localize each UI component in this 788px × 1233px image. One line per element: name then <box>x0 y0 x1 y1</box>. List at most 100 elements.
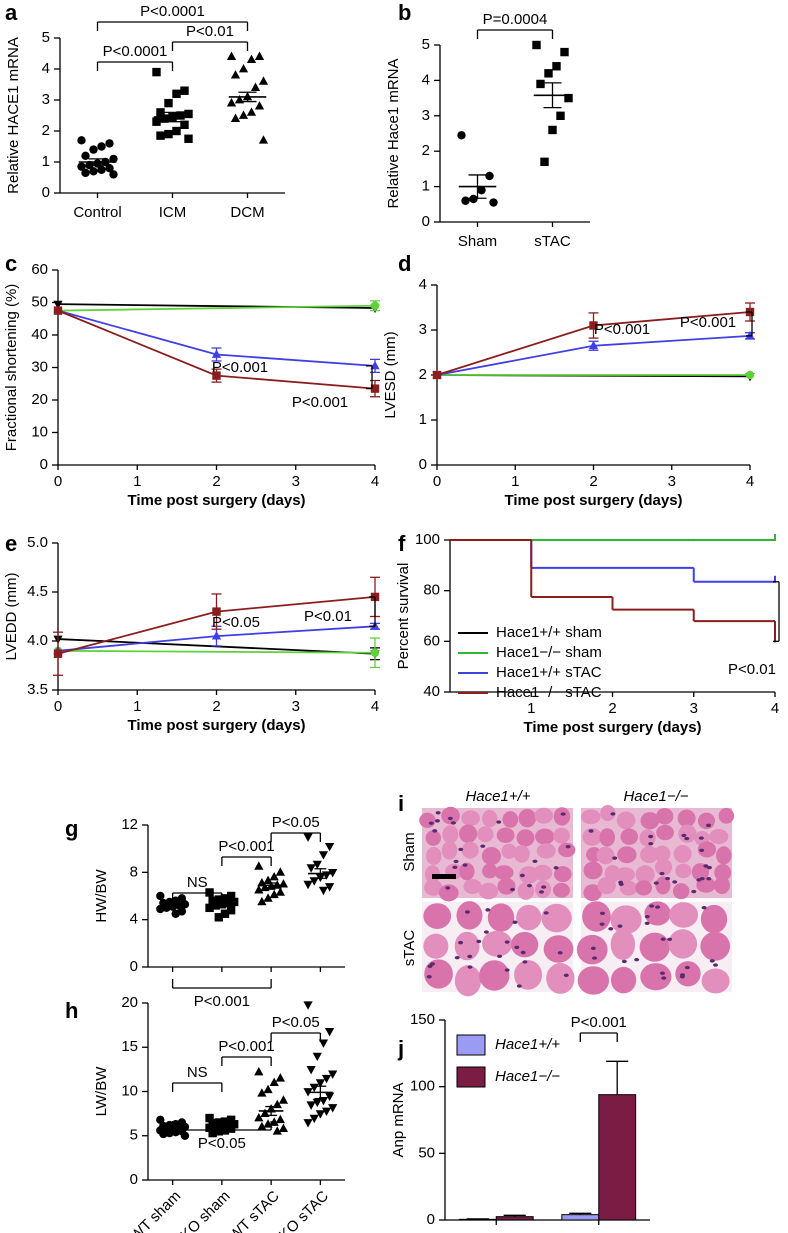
tissue-cell <box>454 965 482 997</box>
tissue-cell <box>553 827 570 844</box>
tissue-cell <box>718 807 735 824</box>
x-tick-label: 4 <box>371 698 379 715</box>
column-label: Hace1+/+ <box>465 788 530 805</box>
tissue-cell <box>553 866 572 883</box>
tissue-cell <box>558 842 576 858</box>
tissue-cell <box>535 828 555 845</box>
y-tick-label: 5.0 <box>27 534 48 551</box>
panel-letter: b <box>398 0 411 25</box>
nucleus <box>713 963 719 967</box>
nucleus <box>618 882 624 886</box>
nucleus <box>684 836 690 841</box>
marker <box>152 67 161 77</box>
marker <box>214 1127 223 1136</box>
marker <box>77 136 86 145</box>
y-axis-label: Relative Hace1 mRNA <box>385 58 402 208</box>
tissue-cell <box>697 812 715 830</box>
tissue-cell <box>454 931 480 961</box>
y-axis-label: Anp mRNA <box>390 1082 407 1157</box>
tissue-cell <box>616 811 636 830</box>
bar <box>598 1094 637 1221</box>
y-tick-label: 15 <box>121 1038 138 1055</box>
annotation: P<0.01 <box>304 608 352 625</box>
marker <box>180 1131 190 1140</box>
marker <box>211 349 222 358</box>
nucleus <box>458 940 464 945</box>
nucleus <box>649 904 655 908</box>
series-line <box>57 649 376 654</box>
nucleus <box>520 950 526 955</box>
annotation: P<0.01 <box>728 661 776 678</box>
nucleus <box>634 957 640 962</box>
tissue-cell <box>619 880 638 896</box>
legend-label: Hace1−/− sTAC <box>496 684 602 701</box>
nucleus <box>565 844 571 849</box>
nucleus <box>659 871 665 876</box>
nucleus <box>504 968 510 972</box>
tissue-cell <box>494 865 514 880</box>
x-axis-label: Time post surgery (days) <box>127 492 305 509</box>
nucleus <box>476 939 482 944</box>
marker <box>226 891 236 901</box>
tissue-cell <box>654 858 673 876</box>
annotation: NS <box>187 1064 208 1081</box>
tissue-cell <box>610 966 637 994</box>
marker <box>485 171 494 181</box>
x-tick-label: 3 <box>292 473 300 490</box>
x-tick-label: sTAC <box>581 1231 618 1233</box>
y-tick-label: 3 <box>42 91 50 108</box>
nucleus <box>514 945 520 950</box>
y-tick-label: 30 <box>31 358 48 375</box>
tissue-cell <box>463 879 482 895</box>
marker <box>745 370 755 380</box>
tissue-cell <box>533 864 553 881</box>
marker <box>230 113 241 122</box>
panel-letter: j <box>397 1036 404 1061</box>
x-tick-label: KO sTAC <box>276 1188 332 1233</box>
series-line <box>57 304 376 312</box>
nucleus <box>608 927 614 931</box>
x-tick-label: Control <box>73 204 121 221</box>
y-tick-label: 10 <box>121 1082 138 1099</box>
y-tick-label: 12 <box>121 816 138 833</box>
nucleus <box>450 821 456 825</box>
nucleus <box>665 876 671 881</box>
marker <box>156 904 165 914</box>
tissue-cell <box>672 883 690 900</box>
marker <box>208 896 217 905</box>
marker <box>589 321 598 330</box>
marker <box>214 913 223 922</box>
nucleus <box>684 965 690 970</box>
marker <box>159 1129 168 1139</box>
nucleus <box>560 812 566 816</box>
tissue-cell <box>639 932 670 962</box>
tissue-cell <box>543 935 574 963</box>
tissue-cell <box>552 882 570 898</box>
nucleus <box>519 873 525 878</box>
bar <box>561 1214 600 1221</box>
x-tick-label: WT sham <box>127 1188 184 1233</box>
y-axis-label: Relative HACE1 mRNA <box>5 37 22 194</box>
nucleus <box>516 984 522 988</box>
marker <box>564 93 573 103</box>
x-axis-label: Time post surgery (days) <box>523 719 701 736</box>
panel-letter: c <box>5 251 17 276</box>
marker <box>745 330 755 340</box>
marker <box>164 98 173 108</box>
x-tick-label: DCM <box>230 204 264 221</box>
marker <box>220 894 230 903</box>
y-tick-label: 8 <box>130 863 138 880</box>
y-tick-label: 50 <box>31 293 48 310</box>
annotation: P<0.001 <box>571 1014 627 1031</box>
tissue-cell <box>496 827 515 843</box>
x-tick-label: 3 <box>292 698 300 715</box>
tissue-cell <box>701 968 730 994</box>
tissue-cell <box>599 828 616 847</box>
marker <box>263 893 273 902</box>
tissue-cell <box>482 863 498 879</box>
tissue-cell <box>714 876 730 895</box>
marker <box>205 903 214 913</box>
panel-letter: d <box>398 251 411 276</box>
marker <box>548 125 557 135</box>
